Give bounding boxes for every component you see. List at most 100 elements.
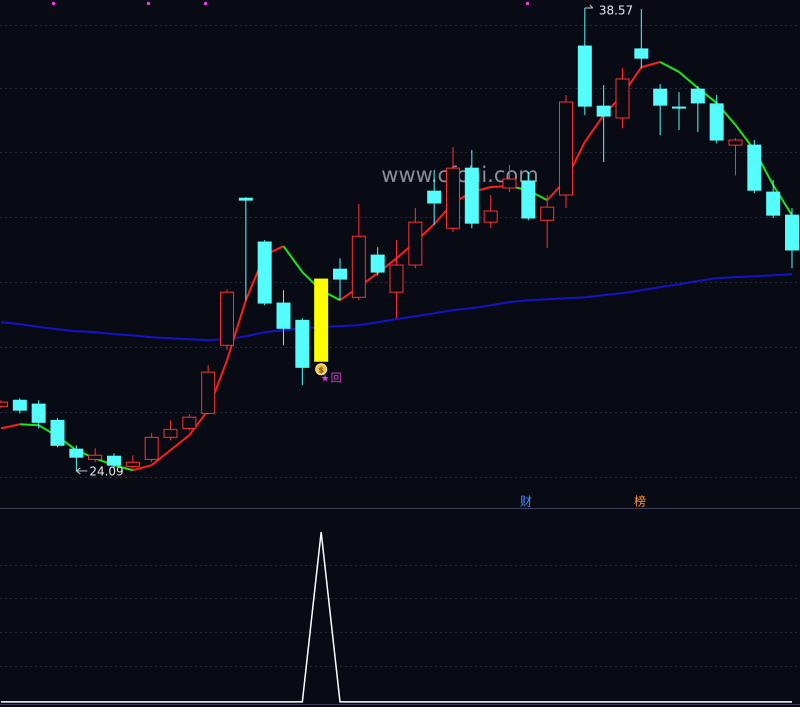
- candle-body: [389, 264, 404, 293]
- moving-average: [132, 334, 152, 339]
- min-pointer: [76, 470, 81, 475]
- candle-body: [257, 241, 272, 304]
- candle-body: [88, 454, 103, 460]
- candle-body: [634, 48, 649, 59]
- candle-body: [728, 139, 743, 146]
- moving-average: [603, 292, 623, 297]
- moving-average: [678, 71, 699, 89]
- moving-average: [660, 283, 680, 289]
- moving-average: [151, 336, 171, 340]
- moving-average: [57, 328, 77, 333]
- moving-average: [38, 326, 58, 331]
- candle-body: [577, 45, 592, 107]
- candle-body: [333, 268, 347, 280]
- candle-body: [182, 416, 197, 429]
- moving-average: [659, 61, 680, 73]
- moving-average: [433, 309, 454, 315]
- candle-body: [314, 278, 329, 362]
- candle-body: [672, 106, 686, 109]
- moving-average: [377, 318, 397, 324]
- moving-average: [95, 331, 115, 336]
- candle-body: [521, 180, 536, 219]
- moving-average: [773, 273, 793, 277]
- moving-average: [226, 299, 247, 361]
- signal-coin: [315, 363, 328, 376]
- moving-average: [641, 286, 661, 292]
- signal-star: ★: [321, 373, 330, 384]
- candle-body: [12, 399, 27, 411]
- candle-body: [464, 167, 479, 224]
- signal-label: 回: [331, 371, 342, 384]
- moving-average: [358, 321, 378, 327]
- moving-average: [132, 464, 152, 472]
- min-label: 24.09: [89, 464, 123, 478]
- moving-average: [189, 338, 209, 342]
- moving-average: [547, 297, 567, 301]
- candle-body: [559, 101, 573, 196]
- candle-body: [370, 254, 385, 273]
- candle-body: [295, 319, 310, 368]
- candle-body: [0, 401, 8, 407]
- moving-average: [452, 307, 472, 312]
- moving-average: [0, 321, 20, 326]
- candle-body: [31, 403, 46, 423]
- max-pointer: [589, 4, 594, 9]
- candle-body: [747, 144, 762, 191]
- moving-average: [528, 298, 548, 302]
- candle-body: [690, 88, 705, 104]
- candle-body: [427, 190, 442, 204]
- candle-body: [540, 206, 555, 221]
- candle-body: [709, 103, 724, 141]
- moving-average: [113, 333, 133, 337]
- moving-average: [113, 464, 134, 472]
- candle-body: [502, 178, 517, 189]
- moving-average: [170, 337, 190, 341]
- candle-body: [408, 221, 423, 266]
- moving-average: [76, 330, 96, 334]
- signal-icon: $: [318, 365, 324, 374]
- moving-average: [19, 323, 39, 329]
- min-pointer: [76, 467, 81, 472]
- moving-average: [584, 294, 604, 299]
- moving-average: [415, 312, 435, 318]
- moving-average: [245, 331, 265, 338]
- moving-average: [188, 409, 209, 436]
- candle-body: [125, 461, 140, 467]
- moving-average: [169, 434, 190, 451]
- grid: [0, 25, 800, 667]
- candle-body: [144, 436, 159, 460]
- candle-body: [69, 448, 84, 458]
- dot: [147, 2, 150, 5]
- marker: 财: [520, 495, 532, 509]
- marker: 榜: [634, 494, 646, 509]
- candle-body: [766, 191, 781, 216]
- moving-average: [19, 423, 39, 427]
- moving-average: [509, 299, 529, 304]
- candle-body: [653, 88, 668, 106]
- moving-average: [622, 289, 642, 295]
- moving-average: [735, 275, 755, 279]
- candle-body: [446, 167, 460, 229]
- dot: [52, 2, 55, 5]
- candle-body: [50, 419, 65, 446]
- moving-average: [471, 304, 491, 310]
- max-label: 38.57: [599, 3, 633, 17]
- candle-body: [785, 214, 799, 251]
- moving-average: [772, 184, 793, 216]
- candle-body: [201, 371, 216, 414]
- candle-body: [483, 210, 498, 223]
- moving-average: [151, 449, 172, 466]
- candle-body: [220, 291, 234, 346]
- moving-average: [339, 324, 359, 328]
- moving-average: [282, 245, 304, 273]
- candle-body: [351, 235, 366, 298]
- dot: [526, 2, 529, 5]
- candle-body: [107, 455, 121, 466]
- moving-average: [641, 61, 661, 69]
- candle-body: [163, 428, 178, 438]
- moving-average: [0, 423, 21, 430]
- moving-average: [716, 276, 736, 280]
- moving-average: [396, 315, 416, 321]
